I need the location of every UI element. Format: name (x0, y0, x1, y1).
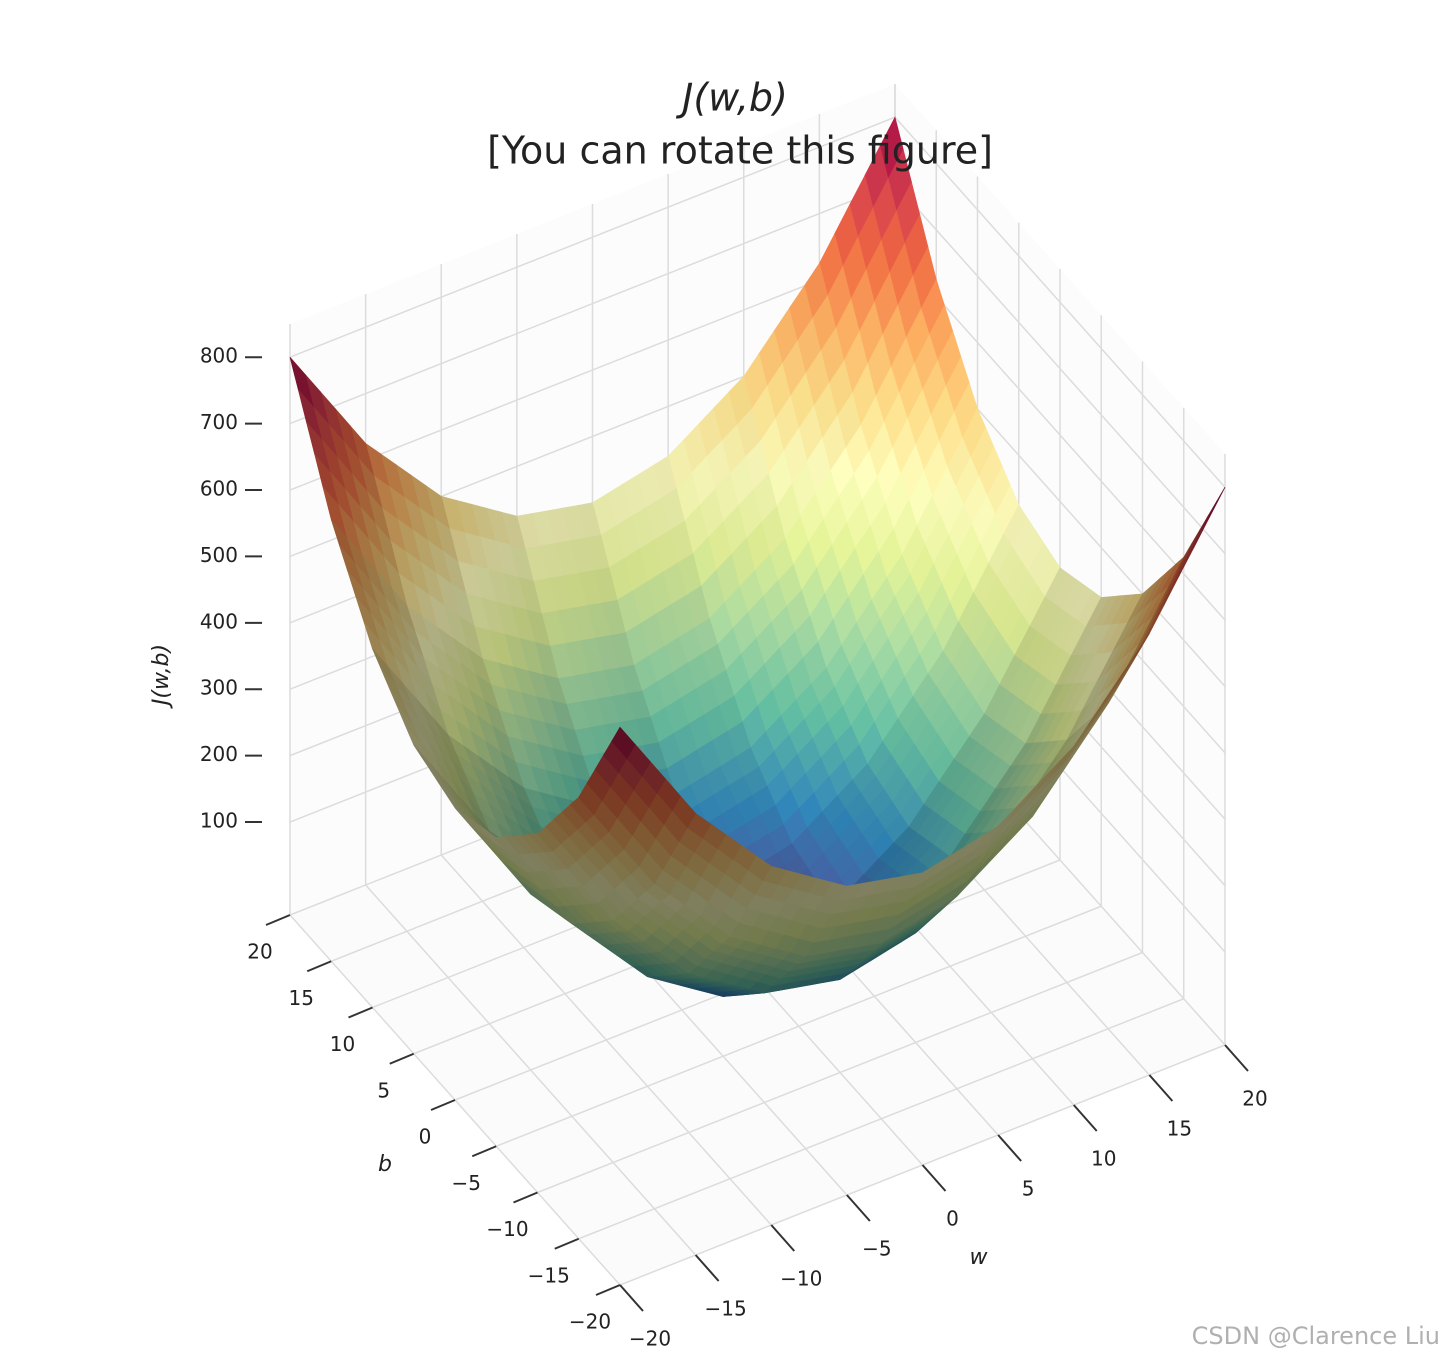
x-tick (770, 1224, 795, 1252)
z-tick-label: 200 (200, 742, 238, 766)
y-tick (306, 960, 332, 973)
grid-line (289, 116, 896, 358)
y-tick-label: 0 (419, 1125, 432, 1149)
z-tick-label: 500 (200, 543, 238, 567)
chart-title: J(w,b) (675, 76, 788, 120)
x-tick-label: 0 (946, 1207, 959, 1231)
y-axis-label: b (378, 1152, 392, 1177)
y-tick-label: −10 (486, 1217, 528, 1241)
x-tick (997, 1134, 1022, 1162)
x-tick (846, 1194, 871, 1222)
x-tick (694, 1254, 720, 1282)
watermark: CSDN @Clarence Liu (1192, 1322, 1440, 1350)
y-tick-label: 10 (330, 1032, 355, 1056)
y-tick-label: −15 (528, 1263, 570, 1287)
grid-line (289, 182, 896, 425)
x-tick-label: 5 (1022, 1177, 1035, 1201)
z-axis-label: J(w,b) (149, 644, 174, 709)
x-tick (1224, 1044, 1249, 1072)
y-tick-label: −20 (569, 1310, 611, 1334)
y-tick (430, 1099, 456, 1111)
z-tick-label: 800 (200, 344, 238, 368)
z-tick-label: 600 (200, 477, 238, 501)
grid-line (495, 905, 1102, 1147)
y-tick (513, 1191, 538, 1204)
x-tick (921, 1164, 947, 1192)
y-tick-label: −5 (452, 1171, 481, 1195)
x-tick-label: −20 (629, 1327, 671, 1351)
y-tick (471, 1145, 497, 1158)
y-tick (595, 1284, 621, 1296)
x-axis-label: w (970, 1245, 989, 1270)
z-tick-label: 700 (200, 410, 238, 434)
z-tick-label: 300 (200, 676, 238, 700)
x-tick (619, 1284, 644, 1312)
y-tick-label: 20 (247, 940, 272, 964)
x-tick-label: −5 (862, 1237, 891, 1261)
z-tick-label: 100 (200, 809, 238, 833)
y-tick (389, 1052, 415, 1065)
y-tick-label: 5 (377, 1078, 390, 1102)
x-tick-label: 20 (1242, 1087, 1267, 1111)
x-tick-label: 10 (1091, 1147, 1116, 1171)
grid-line (289, 249, 896, 491)
grid-line (537, 951, 1143, 1194)
surface-patch (611, 726, 636, 759)
y-tick-label: 15 (289, 986, 314, 1010)
grid-line (578, 998, 1185, 1240)
x-tick-label: −10 (780, 1267, 822, 1291)
grid-line (894, 183, 1226, 555)
grid-line (894, 249, 1226, 621)
x-tick (1073, 1104, 1098, 1132)
x-tick-label: 15 (1167, 1117, 1192, 1141)
z-tick-label: 400 (200, 609, 238, 633)
chart-subtitle: [You can rotate this figure] (487, 129, 993, 173)
y-tick (554, 1237, 580, 1250)
x-tick (1148, 1074, 1174, 1102)
x-tick-label: −15 (705, 1297, 747, 1321)
y-tick (348, 1006, 373, 1019)
grid-line (894, 116, 1226, 488)
y-tick (265, 914, 291, 926)
